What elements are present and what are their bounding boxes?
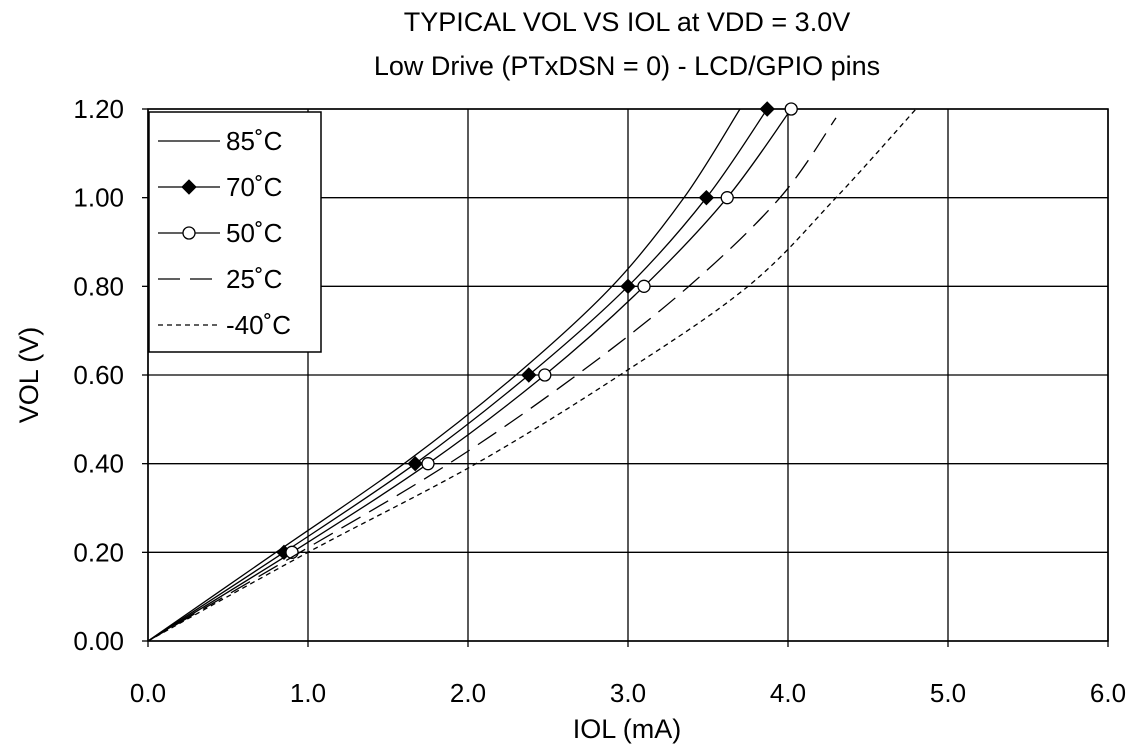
data-point-marker [521,367,537,383]
grid [142,108,1109,647]
legend-label: 50˚C [226,218,282,248]
y-tick-label: 0.80 [73,271,124,301]
legend-marker [182,226,196,240]
x-tick-label: 2.0 [450,678,486,708]
legend-entry: 25˚C [158,264,282,294]
data-point-marker [538,368,552,382]
legend-label: 85˚C [226,126,282,156]
series-1 [147,108,741,642]
data-point-marker [698,189,715,206]
data-point-marker [421,457,435,471]
y-tick-label: 0.60 [73,360,124,390]
legend-entry: 85˚C [158,126,282,156]
y-axis-label: VOL (V) [14,327,44,424]
x-tick-label: 1.0 [290,678,326,708]
tick-labels: 0.0 1.0 2.0 3.0 4.0 5.0 6.0 0.00 0.20 0.40 0.60 0.8… [73,94,1126,708]
x-tick-label: 0.0 [130,678,166,708]
legend-marker [181,179,197,195]
legend-label: 70˚C [226,172,282,202]
chart-title: TYPICAL VOL VS IOL at VDD = 3.0V [404,7,850,37]
x-tick-label: 4.0 [770,678,806,708]
data-point-marker [407,455,423,472]
legend-box [148,111,322,353]
data-point-marker [620,278,636,295]
data-point-marker [759,101,775,117]
legend-entry: -40˚C [158,310,291,340]
x-tick-label: 5.0 [930,678,966,708]
x-axis-label: IOL (mA) [573,714,682,744]
series-line [147,117,837,642]
y-tick-label: 1.00 [73,183,124,213]
series-4 [147,117,837,642]
y-tick-label: 0.00 [73,626,124,656]
series-2 [147,101,775,642]
x-tick-label: 3.0 [610,678,646,708]
data-point-marker [637,279,651,293]
series-lines [147,101,917,642]
chart-subtitle: Low Drive (PTxDSN = 0) - LCD/GPIO pins [374,51,880,81]
series-line [147,108,741,642]
series-line [147,108,917,642]
data-point-marker [720,191,734,205]
legend-entry: 50˚C [158,218,282,248]
legend-label: 25˚C [226,264,282,294]
legend-label: -40˚C [226,310,291,340]
y-tick-label: 1.20 [73,94,124,124]
data-point-marker [784,102,798,116]
x-tick-label: 6.0 [1090,678,1126,708]
y-tick-label: 0.20 [73,537,124,567]
plot-frame [147,108,1109,642]
y-tick-label: 0.40 [73,449,124,479]
legend-entry: 70˚C [158,172,282,202]
legend: 85˚C 70˚C 50˚C 25˚C -40˚C [148,111,322,353]
series-5 [147,108,917,642]
series-3 [147,102,798,642]
